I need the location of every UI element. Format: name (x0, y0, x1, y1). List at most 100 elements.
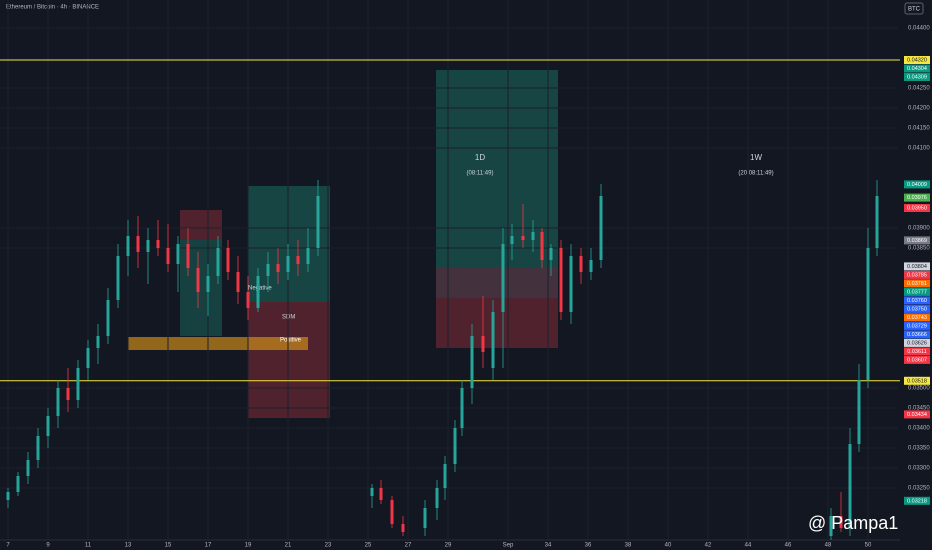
candle-body (540, 232, 544, 260)
price-marker-label: 0.03626 (907, 340, 927, 346)
price-marker-label: 0.03518 (907, 378, 927, 384)
candle-body (460, 388, 464, 428)
currency-box[interactable] (904, 2, 924, 15)
x-tick-label: 7 (6, 543, 10, 549)
price-marker (904, 296, 930, 305)
currency[interactable]: BTC (908, 7, 921, 13)
x-tick-label: 38 (625, 543, 632, 549)
candle-body (579, 256, 583, 272)
candle-body (306, 248, 310, 264)
price-marker (904, 180, 930, 189)
chart-title: Ethereum / Bitcoin · 4h · BINANCE (6, 5, 99, 11)
price-marker-label: 0.03607 (907, 357, 927, 363)
price-marker (904, 321, 930, 330)
price-marker-label: 0.03666 (907, 332, 927, 338)
price-marker (904, 193, 930, 202)
price-marker (904, 270, 930, 279)
price-marker (904, 313, 930, 322)
y-tick-label: 0.04400 (908, 26, 930, 32)
candle-body (96, 336, 100, 348)
y-tick-label: 0.03850 (908, 246, 930, 252)
candle-body (226, 248, 230, 272)
candle-body (569, 256, 573, 312)
candle-body (379, 488, 383, 500)
candle-body (453, 428, 457, 464)
annotation: SDM (282, 315, 295, 321)
y-tick-label: 0.03900 (908, 226, 930, 232)
y-tick-label: 0.04150 (908, 126, 930, 132)
candle-body (56, 388, 60, 416)
candle-body (256, 276, 260, 308)
candle-body (176, 244, 180, 264)
annotation: 1W (750, 153, 762, 162)
y-tick-label: 0.03500 (908, 386, 930, 392)
short-zone (180, 210, 222, 240)
x-tick-label: 21 (285, 543, 292, 549)
candle-body (16, 476, 20, 492)
y-tick-label: 0.03400 (908, 426, 930, 432)
candle-body (599, 196, 603, 260)
price-marker (904, 262, 930, 271)
candle-body (106, 300, 110, 336)
candle-body (26, 460, 30, 476)
price-marker (904, 330, 930, 339)
y-tick-label: 0.04200 (908, 106, 930, 112)
price-marker-label: 0.03777 (907, 289, 927, 295)
candle-body (390, 500, 394, 524)
price-marker-label: 0.03729 (907, 323, 927, 329)
price-marker (904, 56, 930, 64)
price-marker-label: 0.03785 (907, 272, 927, 278)
x-tick-label: 46 (785, 543, 792, 549)
candle-body (866, 248, 870, 380)
candle-body (470, 336, 474, 388)
long-zone (436, 70, 558, 268)
y-tick-label: 0.04250 (908, 86, 930, 92)
candle-body (276, 264, 280, 272)
candle-body (66, 388, 70, 400)
plot (0, 59, 900, 540)
price-marker-label: 0.04320 (907, 57, 927, 63)
x-tick-label: 40 (665, 543, 672, 549)
candle-body (829, 516, 833, 536)
x-tick-label: 17 (205, 543, 212, 549)
candle-body (549, 248, 553, 260)
candle-body (491, 312, 495, 368)
x-tick-label: 50 (865, 543, 872, 549)
candle-body (136, 236, 140, 252)
x-tick-label: 9 (46, 543, 50, 549)
candle-body (216, 248, 220, 276)
candle-body (875, 196, 879, 248)
annotation: 1D (475, 153, 485, 162)
price-marker (904, 279, 930, 288)
price-marker (904, 347, 930, 356)
y-tick-label: 0.03350 (908, 446, 930, 452)
x-tick-label: 13 (125, 543, 132, 549)
x-tick-label: 19 (245, 543, 252, 549)
y-tick-label: 0.04100 (908, 146, 930, 152)
candle-body (501, 244, 505, 312)
y-tick-label: 0.03300 (908, 466, 930, 472)
x-tick-label: 44 (745, 543, 752, 549)
candle-body (156, 240, 160, 248)
price-marker-label: 0.03434 (907, 412, 927, 418)
y-tick-label: 0.03250 (908, 486, 930, 492)
long-zone (248, 186, 330, 302)
candle-body (186, 244, 190, 268)
long-zone (180, 240, 222, 336)
candle-body (6, 492, 10, 500)
candle-body (435, 488, 439, 508)
price-marker-label: 0.03750 (907, 306, 927, 312)
price-marker-label: 0.04304 (907, 66, 927, 72)
price-marker (904, 287, 930, 296)
annotation: Negative (248, 286, 272, 292)
candle-body (401, 524, 405, 532)
mid-zone (436, 268, 558, 298)
price-marker (904, 304, 930, 313)
candle-body (206, 276, 210, 292)
short-zone (248, 302, 330, 418)
x-tick-label: 11 (85, 543, 92, 549)
price-marker (904, 376, 930, 385)
annotation: (20 08:11:49) (738, 171, 773, 177)
